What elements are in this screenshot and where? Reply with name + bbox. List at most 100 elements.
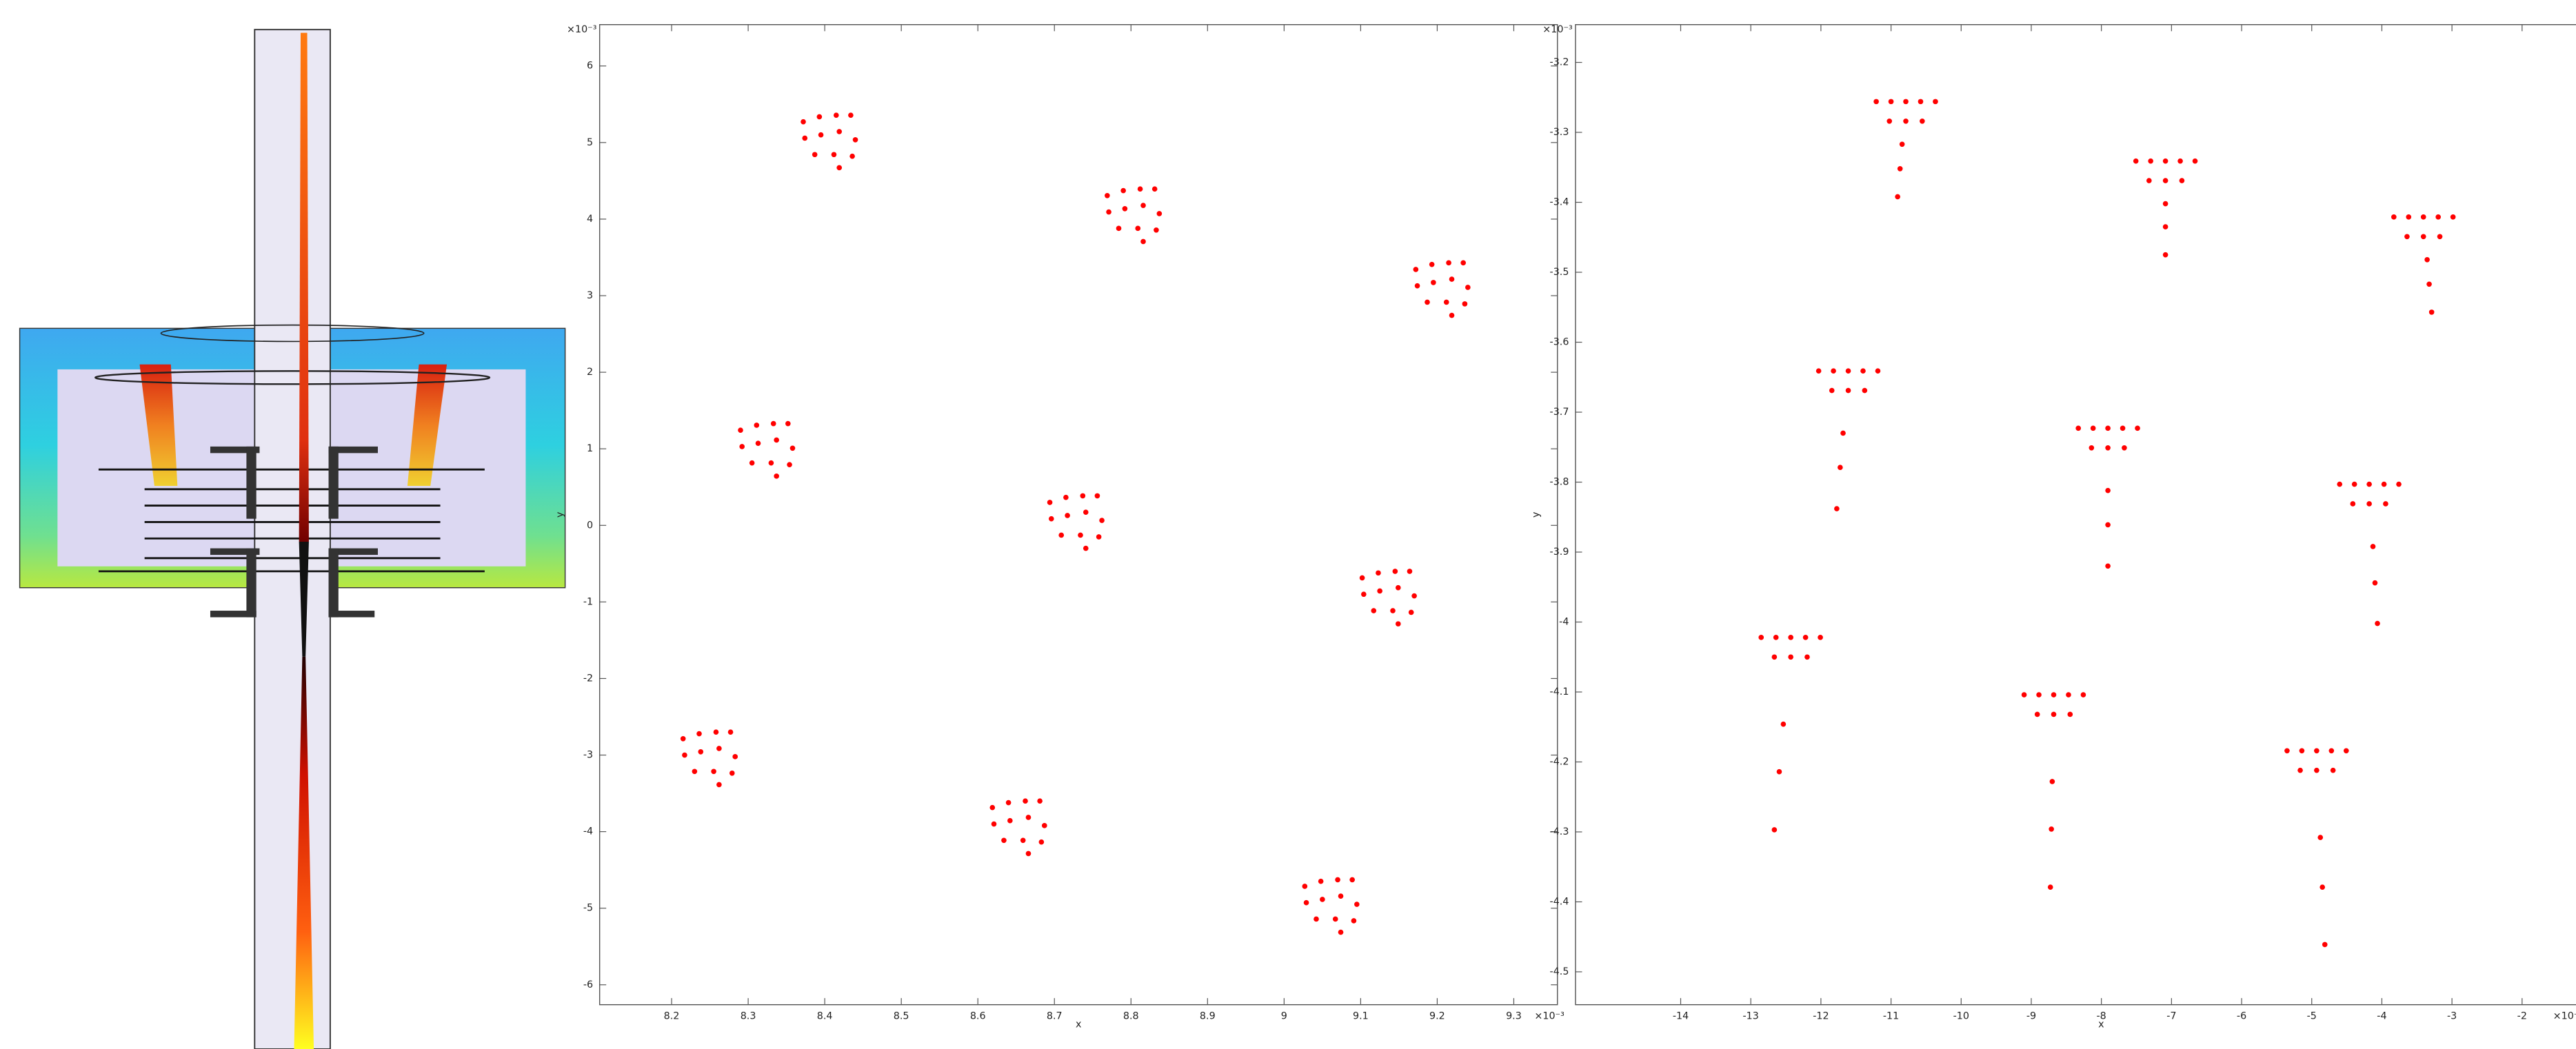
data-point — [1083, 546, 1089, 551]
data-point — [1095, 493, 1100, 499]
y-tick-label: -3.2 — [1550, 57, 1569, 68]
data-point — [1834, 506, 1840, 511]
data-point — [2036, 692, 2042, 697]
data-point — [989, 805, 995, 811]
data-point — [836, 165, 842, 171]
data-point — [2066, 692, 2071, 697]
data-point — [2391, 214, 2397, 220]
data-point — [2148, 159, 2153, 164]
data-point — [2297, 768, 2303, 773]
data-point — [1838, 465, 1843, 470]
data-point — [1840, 431, 1846, 436]
page-body: 8.28.38.48.58.68.78.88.999.19.29.3-6-5-4… — [0, 0, 2576, 1049]
data-point — [2089, 445, 2095, 451]
data-point — [1135, 226, 1140, 232]
data-point — [2048, 884, 2053, 890]
data-point — [1918, 99, 1924, 105]
data-point — [1138, 186, 1143, 192]
y-tick-label: -3.8 — [1550, 477, 1569, 488]
data-point — [2105, 522, 2111, 528]
x-exponent: ×10⁻³ — [1534, 1010, 1564, 1021]
data-point — [728, 729, 734, 735]
data-point — [774, 438, 779, 443]
x-tick-label: 8.6 — [970, 1010, 986, 1021]
data-point — [853, 137, 858, 143]
y-tick-label: -3.5 — [1550, 267, 1569, 278]
data-point — [2022, 692, 2027, 697]
x-tick-label: 8.8 — [1123, 1010, 1139, 1021]
data-point — [1106, 210, 1111, 215]
data-point — [1026, 815, 1032, 820]
y-tick-label: -3.4 — [1550, 197, 1569, 208]
data-point — [802, 136, 807, 141]
data-point — [1020, 837, 1026, 843]
plot-frame — [600, 25, 1558, 1005]
y-tick-label: -3.3 — [1550, 127, 1569, 138]
data-point — [1873, 99, 1879, 105]
data-point — [2383, 501, 2388, 507]
y-tick-label: 1 — [587, 443, 593, 454]
data-point — [2177, 159, 2183, 164]
data-point — [1099, 518, 1105, 523]
data-point — [2105, 445, 2111, 451]
y-tick-label: -2 — [583, 673, 593, 684]
data-point — [716, 782, 722, 788]
data-point — [1006, 800, 1012, 806]
data-point — [1065, 513, 1070, 518]
data-point — [2375, 621, 2380, 627]
data-point — [1377, 589, 1382, 594]
data-point — [1429, 262, 1435, 267]
data-point — [1120, 188, 1126, 194]
data-point — [1001, 837, 1007, 843]
data-point — [1338, 893, 1344, 899]
data-point — [1462, 301, 1468, 307]
data-point — [1152, 186, 1158, 192]
data-point — [1411, 593, 1417, 599]
data-point — [1846, 368, 1851, 374]
data-point — [790, 445, 796, 451]
data-point — [1431, 280, 1436, 285]
data-point — [2429, 309, 2435, 315]
data-point — [2396, 482, 2402, 487]
data-point — [787, 462, 792, 467]
y-tick-label: -3.6 — [1550, 337, 1569, 348]
data-point — [1903, 119, 1909, 124]
data-point — [848, 112, 854, 118]
data-point — [1157, 211, 1163, 216]
y-exponent: ×10⁻³ — [567, 24, 596, 35]
data-point — [2105, 563, 2111, 569]
data-point — [1862, 388, 1868, 394]
data-point — [1049, 516, 1054, 522]
y-tick-label: -4.1 — [1550, 686, 1569, 697]
data-point — [817, 114, 823, 120]
data-point — [2300, 748, 2305, 753]
data-point — [1314, 917, 1319, 922]
y-tick-label: 3 — [587, 290, 593, 301]
y-tick-label: -4.2 — [1550, 756, 1569, 767]
x-tick-label: 8.7 — [1047, 1010, 1063, 1021]
data-point — [1831, 368, 1836, 374]
data-point — [1039, 839, 1045, 845]
x-tick-label: 9.3 — [1506, 1010, 1522, 1021]
data-point — [2035, 712, 2040, 717]
x-tick-label: -10 — [1953, 1010, 1969, 1021]
data-point — [696, 731, 702, 737]
data-point — [2366, 501, 2372, 507]
data-point — [1335, 877, 1340, 883]
data-point — [1080, 493, 1086, 499]
data-point — [2314, 768, 2320, 773]
data-point — [834, 112, 839, 118]
data-point — [1920, 119, 1925, 124]
data-point — [1376, 570, 1381, 576]
x-tick-label: -5 — [2307, 1010, 2317, 1021]
data-point — [1354, 902, 1360, 907]
figure: 8.28.38.48.58.68.78.88.999.19.29.3-6-5-4… — [0, 0, 2576, 1049]
data-point — [1409, 610, 1414, 615]
data-point — [2049, 826, 2054, 832]
data-point — [1788, 635, 1793, 640]
data-point — [2050, 779, 2055, 784]
data-point — [2163, 201, 2169, 207]
data-point — [1349, 877, 1355, 883]
data-point — [1860, 368, 1866, 374]
data-point — [2404, 234, 2410, 239]
